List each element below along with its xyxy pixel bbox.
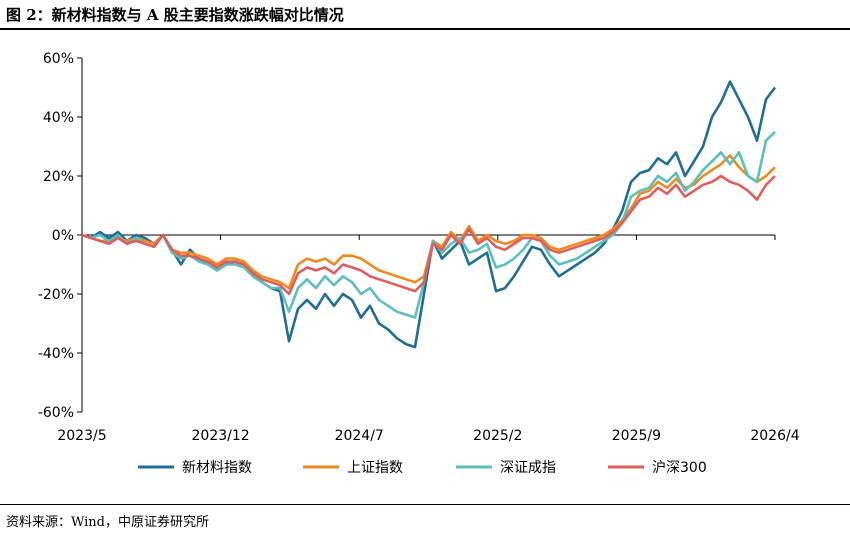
y-tick-label: -40% — [38, 346, 74, 362]
y-tick-label: 40% — [43, 110, 74, 126]
x-tick-label: 2026/4 — [750, 428, 799, 444]
chart-title: 图 2：新材料指数与 A 股主要指数涨跌幅对比情况 — [6, 6, 344, 24]
chart-axes: 60% 40% 20% 0% -20% -40% -60% 2023/5 2023/12 2024… — [38, 51, 800, 444]
chart-series-lines — [81, 80, 777, 349]
title-divider — [0, 28, 850, 30]
y-tick-label: 0% — [52, 228, 74, 244]
legend-label-1: 新材料指数 — [182, 460, 252, 476]
x-tick-label: 2023/5 — [57, 428, 106, 444]
x-tick-label: 2023/12 — [192, 428, 250, 444]
legend-label-4: 沪深300 — [652, 460, 707, 476]
line-chart: 60% 40% 20% 0% -20% -40% -60% 2023/5 2023/12 2024… — [38, 51, 800, 476]
x-tick-label: 2025/9 — [612, 428, 661, 444]
series-line-4 — [81, 174, 776, 296]
legend-label-3: 深证成指 — [500, 460, 556, 476]
y-tick-label: 20% — [43, 169, 74, 185]
y-tick-label: -20% — [38, 287, 74, 303]
y-tick-label: -60% — [38, 405, 74, 421]
series-line-1 — [81, 80, 777, 349]
source-divider — [0, 504, 850, 505]
x-tick-label: 2025/2 — [473, 428, 522, 444]
source-note: 资料来源：Wind，中原证券研究所 — [6, 515, 209, 530]
x-tick-label: 2024/7 — [335, 428, 384, 444]
y-tick-label: 60% — [43, 51, 74, 67]
legend-label-2: 上证指数 — [347, 460, 403, 476]
chart-legend: 新材料指数 上证指数 深证成指 沪深300 — [138, 460, 707, 476]
